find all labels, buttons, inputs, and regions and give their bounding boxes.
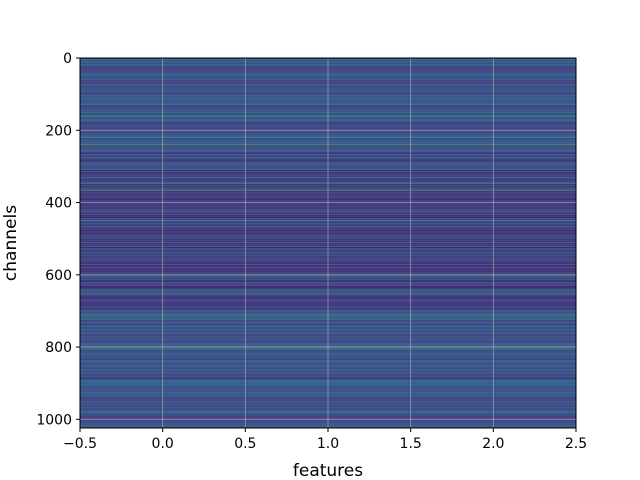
x-tick-label: 0.0: [152, 436, 174, 452]
x-axis-label: features: [293, 461, 363, 480]
x-tick-label: 2.5: [565, 436, 587, 452]
y-tick-label: 600: [45, 268, 72, 284]
y-axis-ticks: 0 200 400 600 800 1000: [36, 51, 80, 428]
y-tick-label: 400: [45, 196, 72, 212]
x-tick-label: −0.5: [63, 436, 97, 452]
y-tick-label: 1000: [36, 412, 72, 428]
y-axis-label: channels: [1, 205, 21, 281]
y-tick-label: 200: [45, 123, 72, 139]
x-tick-label: 0.5: [234, 436, 256, 452]
x-tick-label: 1.5: [400, 436, 422, 452]
grid-lines: [80, 58, 576, 428]
x-tick-label: 1.0: [317, 436, 339, 452]
x-axis-ticks: −0.5 0.0 0.5 1.0 1.5 2.0 2.5: [63, 428, 587, 452]
y-tick-label: 800: [45, 340, 72, 356]
x-tick-label: 2.0: [482, 436, 504, 452]
y-tick-label: 0: [63, 51, 72, 67]
